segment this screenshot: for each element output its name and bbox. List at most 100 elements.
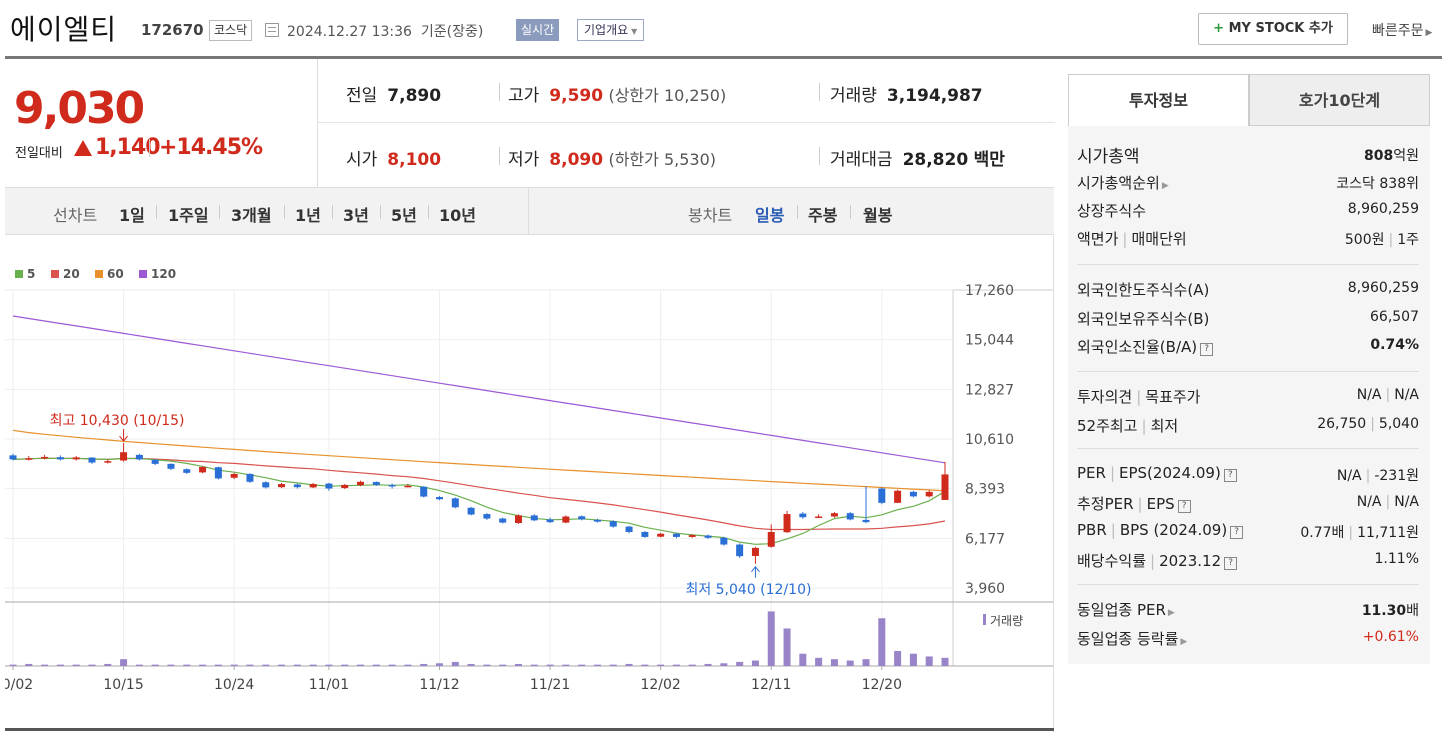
candle-body	[672, 533, 680, 537]
bps-number: 11,711원	[1357, 525, 1419, 541]
market-cap-unit: 억원	[1393, 148, 1419, 164]
y-tick-label: 17,260	[965, 283, 1014, 299]
volume-bar	[214, 664, 222, 666]
eps-number: -231원	[1374, 468, 1419, 484]
add-mystock-button[interactable]: + MY STOCK 추가	[1198, 13, 1348, 45]
candle-body	[704, 535, 712, 538]
candle-body	[120, 452, 128, 461]
est-per-row: 추정PER | EPS? N/A | N/A	[1077, 489, 1419, 517]
period-3m[interactable]: 3개월	[231, 206, 272, 225]
volume-bar	[909, 653, 917, 666]
period-3y[interactable]: 3년	[343, 206, 369, 225]
foreign-ratio-text: 외국인소진율(B/A)	[1077, 338, 1198, 356]
candle-body	[562, 516, 570, 523]
quick-order-button[interactable]: 빠른주문 ▶	[1372, 20, 1432, 40]
volume-bar	[720, 663, 728, 666]
side-tabs: 투자정보 호가10단계	[1068, 74, 1430, 126]
price-chart[interactable]: 5 20 60 120 17,260 15,044 12,827 10,610 8,393 6,1…	[0, 236, 1054, 732]
x-tick-label: 10/24	[214, 677, 254, 693]
tab-investment-info[interactable]: 투자정보	[1068, 74, 1249, 126]
high-label: 고가	[508, 86, 540, 106]
high-arrow-head	[119, 435, 128, 442]
industry-change-row[interactable]: 동일업종 등락률 ▶ +0.61%	[1077, 624, 1419, 652]
candle-body	[467, 507, 475, 515]
help-icon[interactable]: ?	[1224, 557, 1238, 570]
candle-chart-label[interactable]: 봉차트	[688, 206, 733, 225]
chart-controls: 선차트 1일 1주일 3개월 1년 3년 5년 10년 봉차트 일봉 주봉 월봉	[5, 187, 1054, 235]
foreign-limit-row: 외국인한도주식수(A) 8,960,259	[1077, 275, 1419, 303]
price-box: 9,030 전일대비 1,140 +14.45%	[5, 59, 317, 187]
timestamp: 2024.12.27 13:36 기준(장중)	[287, 21, 483, 41]
candle-body	[546, 519, 554, 523]
industry-change-text: 동일업종 등락률	[1077, 630, 1179, 648]
company-info-dropdown[interactable]: 기업개요 ▼	[577, 19, 645, 41]
market-cap-rank-value: 코스닥 838위	[1336, 176, 1419, 192]
period-10y[interactable]: 10년	[439, 206, 476, 225]
industry-per-label: 동일업종 PER ▶	[1077, 599, 1175, 620]
help-icon[interactable]: ?	[1230, 526, 1244, 539]
volume-bar	[436, 663, 444, 666]
market-badge: 코스닥	[209, 20, 253, 41]
candle-body	[436, 497, 444, 500]
week52-high-number: 26,750	[1317, 416, 1367, 432]
x-tick-label: 11/01	[309, 677, 349, 693]
candle-body	[372, 482, 380, 485]
open-value: 8,100	[387, 150, 442, 170]
est-per-value: N/A | N/A	[1357, 494, 1419, 510]
separator: |	[1348, 525, 1354, 541]
volume-bar	[56, 664, 64, 666]
y-tick-label: 3,960	[965, 581, 1005, 597]
period-1y[interactable]: 1년	[295, 206, 321, 225]
summary-row: 시가 8,100 저가 8,090 (하한가 5,530) 거래대금 28,820 백…	[318, 123, 1055, 187]
trade-value-label: 거래대금	[830, 150, 893, 170]
candle-daily[interactable]: 일봉	[755, 206, 785, 225]
candle-monthly[interactable]: 월봉	[863, 206, 893, 225]
low-annotation: 최저 5,040 (12/10)	[685, 582, 811, 598]
dividend-value: 1.11%	[1374, 551, 1419, 567]
help-icon[interactable]: ?	[1177, 500, 1191, 513]
legend-swatch	[95, 270, 103, 278]
candle-body	[309, 484, 317, 488]
period-5y[interactable]: 5년	[391, 206, 417, 225]
line-chart-label[interactable]: 선차트	[53, 206, 98, 225]
candle-body	[688, 535, 696, 537]
y-tick-label: 8,393	[965, 482, 1005, 498]
candlestick-chart-svg[interactable]: 5 20 60 120 17,260 15,044 12,827 10,610 8,393 6,1…	[0, 236, 1053, 732]
per-value: N/A | -231원	[1337, 465, 1419, 485]
industry-change-label: 동일업종 등락률 ▶	[1077, 628, 1187, 649]
divider	[1077, 264, 1419, 265]
target-price-number: N/A	[1394, 387, 1419, 403]
x-tick-label: 12/20	[862, 677, 902, 693]
volume-bar	[183, 664, 191, 666]
industry-per-row[interactable]: 동일업종 PER ▶ 11.30배	[1077, 595, 1419, 623]
volume: 거래량 3,194,987	[830, 81, 983, 106]
foreign-ratio-number: 0.74%	[1370, 337, 1419, 353]
current-price: 9,030	[14, 83, 145, 134]
open-price: 시가 8,100	[346, 145, 441, 170]
trade-value-value: 28,820	[902, 150, 969, 170]
foreign-ratio-value: 0.74%	[1370, 337, 1419, 353]
candle-weekly[interactable]: 주봉	[808, 206, 838, 225]
period-1w[interactable]: 1주일	[168, 206, 209, 225]
candle-body	[815, 516, 823, 519]
change-percent: +14.45%	[159, 135, 263, 160]
market-cap-rank-row[interactable]: 시가총액순위 ▶ 코스닥 838위	[1077, 168, 1419, 196]
change-label: 전일대비	[15, 146, 63, 161]
industry-per-unit: 배	[1406, 603, 1419, 619]
chevron-right-icon: ▶	[1167, 608, 1175, 618]
help-icon[interactable]: ?	[1223, 469, 1237, 482]
separator: |	[1137, 495, 1143, 513]
candle-body	[941, 474, 949, 500]
candle-body	[325, 483, 333, 489]
period-1d[interactable]: 1일	[119, 206, 145, 225]
company-info-label: 기업개요	[584, 23, 629, 37]
volume-bar	[420, 663, 428, 666]
prev-close: 전일 7,890	[346, 81, 441, 106]
investment-info-panel: 투자정보 호가10단계 시가총액 808억원 시가총액순위 ▶ 코스닥 838위 …	[1068, 74, 1430, 664]
industry-per-number: 11.30	[1361, 603, 1407, 619]
tab-hoga-10[interactable]: 호가10단계	[1249, 74, 1430, 126]
volume-bar	[120, 659, 128, 666]
realtime-button[interactable]: 실시간	[516, 19, 560, 41]
help-icon[interactable]: ?	[1200, 343, 1214, 356]
candle-body	[894, 490, 902, 503]
